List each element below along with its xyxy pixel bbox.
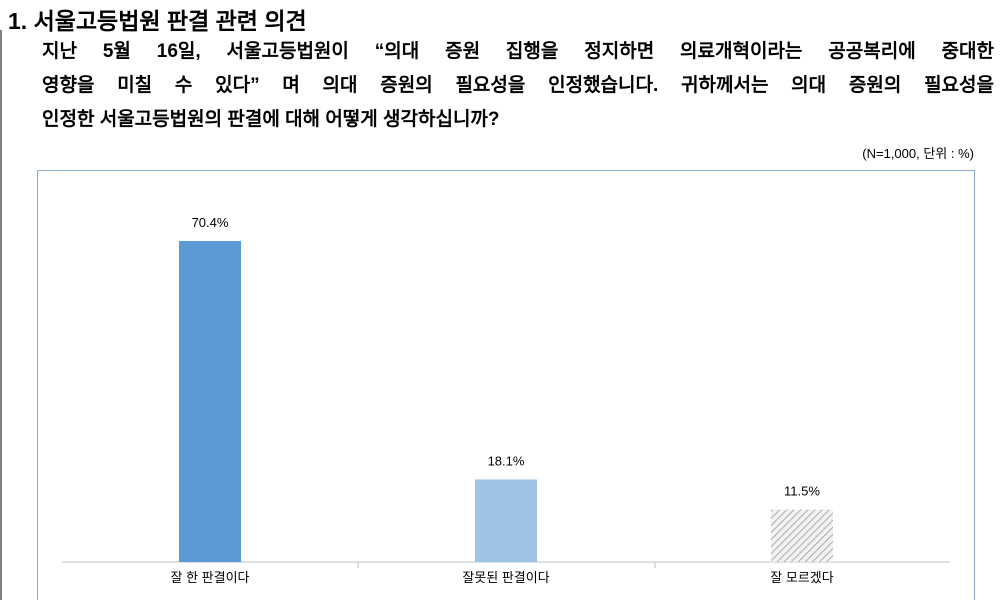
heading: 1. 서울고등법원 판결 관련 의견 bbox=[8, 8, 307, 34]
note: (N=1,000, 단위 : %) bbox=[862, 146, 974, 161]
question-line: 지난 5월 16일, 서울고등법원이 “의대 증원 집행을 정지하면 의료개혁이… bbox=[42, 41, 994, 62]
bar bbox=[771, 509, 833, 562]
x-tick-label: 잘 모르겠다 bbox=[770, 570, 833, 585]
value-label: 18.1% bbox=[488, 453, 525, 468]
value-label: 70.4% bbox=[192, 215, 229, 230]
chart: 잘 한 판결이다 70.4% 잘못된 판결이다 18.1% 잘 모르겠다 11.5% bbox=[37, 170, 975, 600]
x-tick-label: 잘 한 판결이다 bbox=[171, 570, 250, 585]
bar bbox=[179, 240, 241, 562]
value-label: 11.5% bbox=[784, 484, 820, 499]
question-line: 인정한 서울고등법원의 판결에 대해 어떻게 생각하십니까? bbox=[42, 109, 500, 130]
question-line: 영향을 미칠 수 있다” 며 의대 증원의 필요성을 인정했습니다. 귀하께서는… bbox=[42, 75, 994, 96]
x-tick-label: 잘못된 판결이다 bbox=[462, 570, 549, 585]
bar bbox=[475, 479, 537, 562]
chart-border bbox=[37, 170, 975, 600]
